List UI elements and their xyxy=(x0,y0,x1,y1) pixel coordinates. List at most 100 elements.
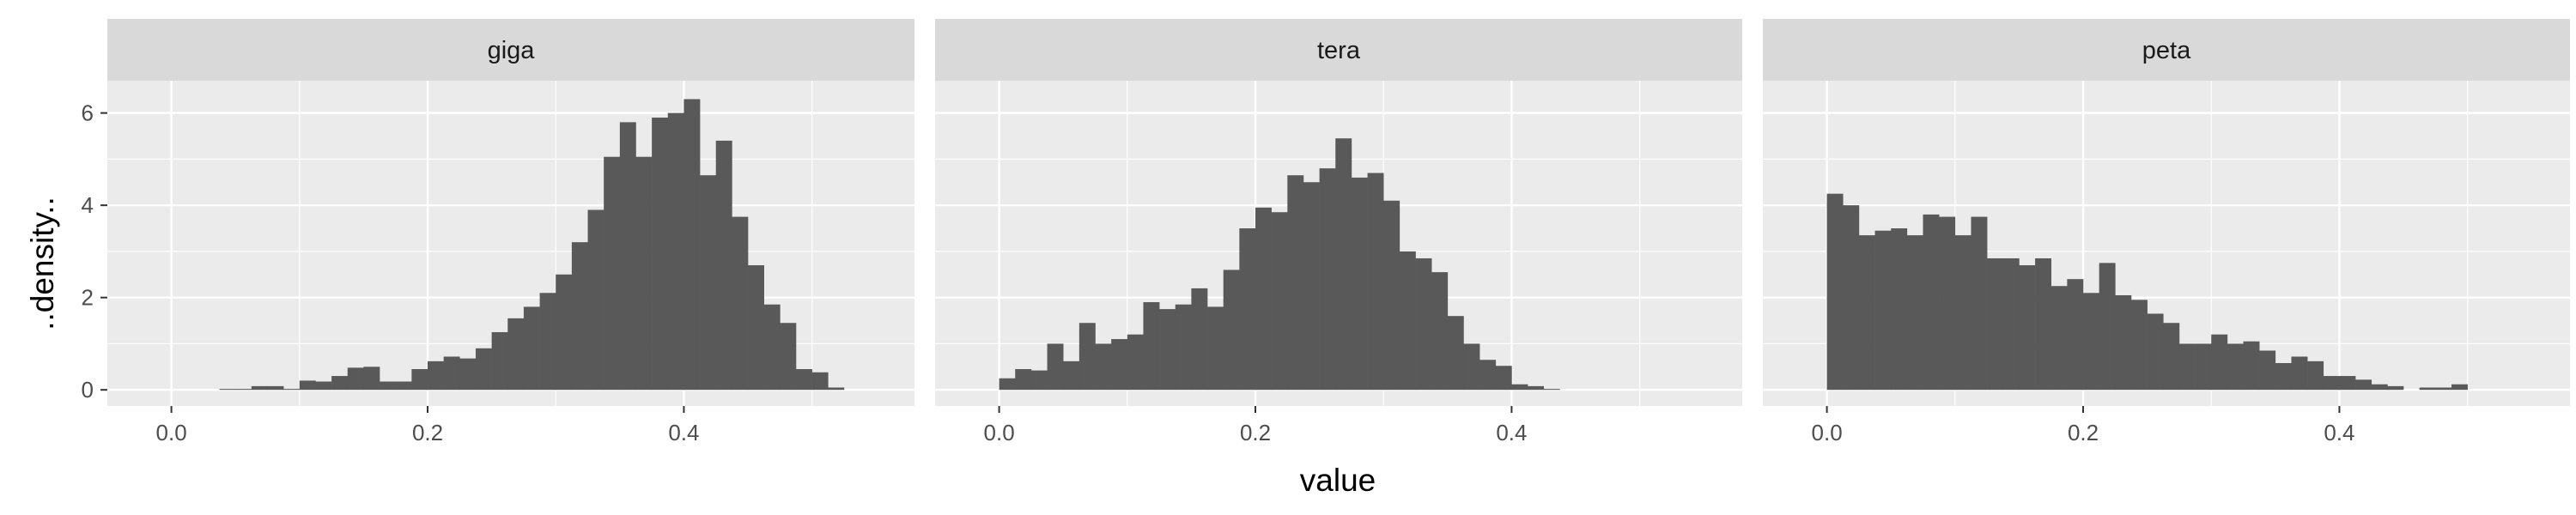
histogram-bar xyxy=(1367,173,1384,391)
histogram-bar xyxy=(1923,214,1940,391)
x-tick-label: 0.2 xyxy=(2068,420,2099,445)
histogram-bar xyxy=(1826,193,1844,391)
histogram-bar xyxy=(2002,258,2020,391)
histogram-bar xyxy=(587,209,605,391)
x-tick-label: 0.4 xyxy=(2324,420,2354,445)
histogram-bar xyxy=(2067,279,2084,391)
y-axis-title: ..density.. xyxy=(25,197,60,330)
histogram-bar xyxy=(1906,235,1923,391)
histogram-bar xyxy=(1030,370,1048,391)
histogram-bar xyxy=(2291,356,2308,391)
x-tick-label: 0.2 xyxy=(412,420,443,445)
histogram-bar xyxy=(1954,235,1971,391)
histogram-bar xyxy=(523,306,540,391)
x-tick-label: 0.0 xyxy=(984,420,1015,445)
histogram-bar xyxy=(732,216,749,391)
histogram-bar xyxy=(2178,343,2196,391)
histogram-bar xyxy=(1223,270,1240,391)
histogram-bar xyxy=(811,372,829,391)
histogram-bar xyxy=(2371,384,2388,391)
y-tick-label: 4 xyxy=(82,192,94,218)
histogram-bar xyxy=(2243,341,2260,391)
histogram-bar xyxy=(1143,302,1160,391)
histogram-bar xyxy=(604,156,621,391)
histogram-bar xyxy=(1479,360,1497,391)
histogram-bar xyxy=(2355,379,2372,391)
histogram-bar xyxy=(219,389,236,391)
histogram-bar xyxy=(2307,360,2324,391)
histogram-bar xyxy=(1431,272,1449,391)
histogram-bar xyxy=(1303,182,1320,391)
facet-peta: peta 0.0 0.2 0.4 xyxy=(1763,19,2570,445)
histogram-bar xyxy=(1335,138,1352,391)
histogram-bar xyxy=(2451,384,2468,391)
histogram-bar xyxy=(556,274,573,391)
histogram-bar xyxy=(2115,294,2132,391)
histogram-bar xyxy=(267,385,284,391)
histogram-bar xyxy=(347,367,364,391)
histogram-bar xyxy=(1207,306,1224,391)
histogram-bar xyxy=(1319,168,1336,391)
histogram-bar xyxy=(1528,385,1545,391)
histogram-bar xyxy=(1495,366,1512,391)
histogram-bar xyxy=(635,156,653,391)
histogram-bar xyxy=(999,378,1016,391)
histogram-bar xyxy=(395,381,412,391)
histogram-bar xyxy=(1939,216,1956,391)
histogram-bar xyxy=(1175,304,1192,391)
histogram-bar xyxy=(1078,323,1096,391)
histogram-bar xyxy=(2211,334,2228,391)
histogram-bar xyxy=(1399,251,1416,391)
x-tick-label: 0.4 xyxy=(668,420,699,445)
histogram-bar xyxy=(539,293,556,391)
histogram-bar xyxy=(2275,363,2292,391)
histogram-bar xyxy=(763,304,781,391)
facet-strip xyxy=(935,19,1742,81)
y-tick-label: 6 xyxy=(82,100,94,126)
histogram-bar xyxy=(411,368,428,391)
histogram-bar xyxy=(1111,339,1128,391)
histogram-bar xyxy=(652,118,669,391)
histogram-bar xyxy=(2339,376,2356,391)
y-tick-label: 0 xyxy=(82,377,94,403)
histogram-bar xyxy=(2259,350,2276,391)
histogram-bar xyxy=(2130,300,2148,391)
histogram-bar xyxy=(1159,309,1176,391)
histogram-bar xyxy=(363,367,380,391)
histogram-bar xyxy=(619,122,636,391)
histogram-bar xyxy=(1971,216,1988,391)
histogram-bar xyxy=(1891,228,1908,391)
histogram-bar xyxy=(2035,258,2052,391)
facet-strip xyxy=(107,19,914,81)
histogram-bar xyxy=(700,175,717,391)
histogram-bar xyxy=(2147,313,2164,391)
histogram-bar xyxy=(380,381,397,391)
histogram-bar xyxy=(2050,286,2068,391)
facet-strip-label: giga xyxy=(488,37,536,64)
histogram-bar xyxy=(2099,263,2116,391)
histogram-bar xyxy=(1191,288,1208,391)
histogram-bar xyxy=(331,376,349,391)
histogram-bar xyxy=(2323,376,2340,391)
histogram-bar xyxy=(1047,343,1064,391)
histogram-bar xyxy=(1383,200,1400,391)
histogram-bar xyxy=(491,331,508,391)
histogram-bar xyxy=(683,99,701,391)
histogram-bar xyxy=(475,348,492,391)
facet-giga: giga 0.0 0.2 0.4 xyxy=(107,19,914,445)
histogram-bar xyxy=(1015,368,1032,391)
histogram-bar xyxy=(1511,384,1528,391)
histogram-bar xyxy=(235,389,252,391)
histogram-bar xyxy=(283,389,301,391)
histogram-bar xyxy=(443,356,460,391)
histogram-bar xyxy=(1874,230,1892,391)
histogram-bar xyxy=(2227,343,2244,391)
y-tick-label: 2 xyxy=(82,285,94,311)
histogram-bar xyxy=(1858,235,1875,391)
histogram-bar xyxy=(2435,387,2452,391)
histogram-bar xyxy=(1271,212,1288,391)
facet-strip-label: peta xyxy=(2142,37,2191,64)
histogram-bar xyxy=(1543,389,1560,391)
histogram-bar xyxy=(715,140,732,391)
